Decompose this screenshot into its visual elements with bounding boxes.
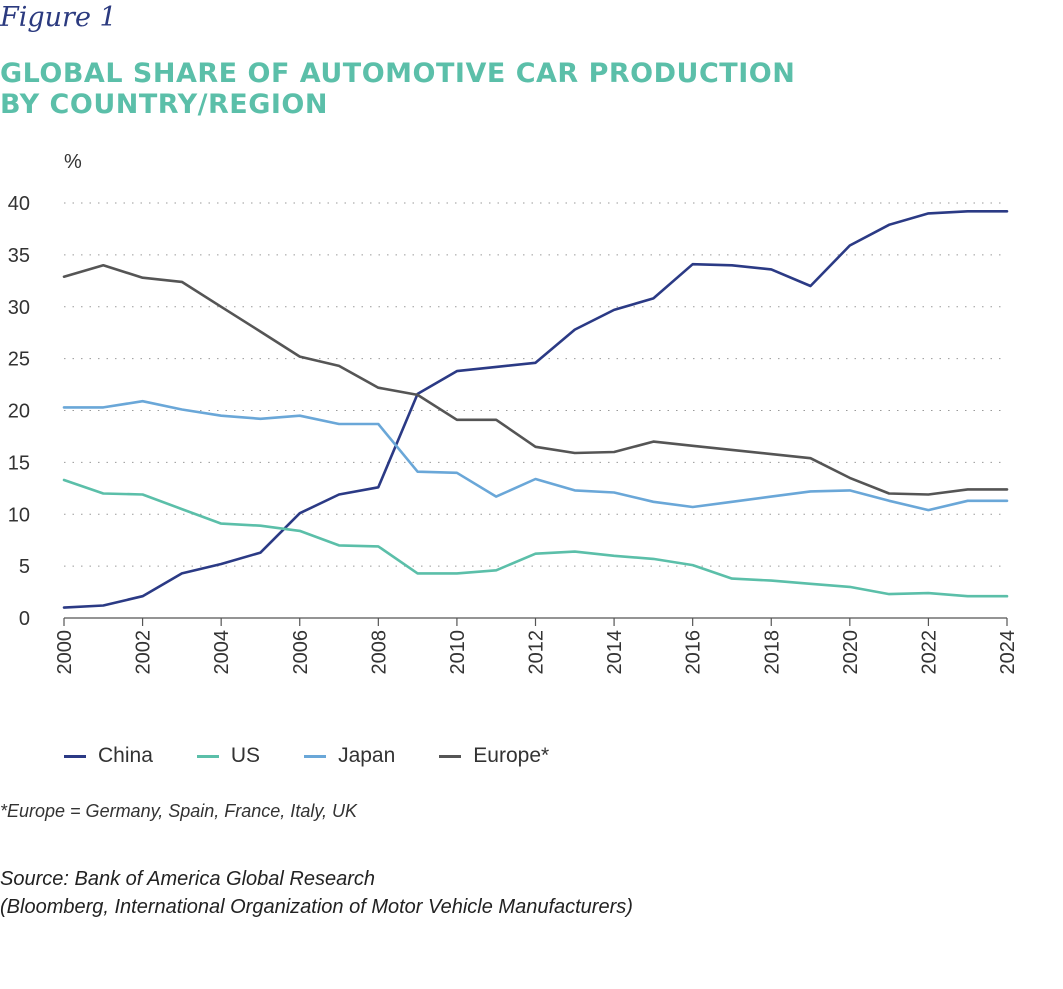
source-line-1: Source: Bank of America Global Research — [0, 868, 375, 890]
axis-layer: 0 5 10 15 20 25 30 35 40 2000 2002 2004 2006 2008 2010… — [8, 193, 1019, 675]
x-tick-label: 2004 — [211, 630, 233, 675]
legend-label-china: China — [98, 744, 153, 767]
chart-title-line-2: BY COUNTRY/REGION — [0, 89, 328, 120]
x-tick-label: 2000 — [54, 630, 76, 675]
y-tick-label: 25 — [8, 349, 30, 371]
x-tick-label: 2016 — [683, 630, 705, 675]
legend-item-us: US — [196, 744, 261, 768]
series-layer — [62, 210, 1009, 609]
y-axis-unit-label: % — [64, 151, 82, 173]
legend-swatch-japan — [304, 754, 327, 758]
x-tick-label: 2012 — [526, 630, 548, 675]
y-tick-label: 35 — [8, 245, 30, 267]
grid-layer — [64, 202, 1007, 567]
line-chart: 0 5 10 15 20 25 30 35 40 2000 2002 2004 2006 2008 2010… — [8, 151, 1019, 675]
y-tick-label: 15 — [8, 452, 30, 474]
legend-item-japan: Japan — [304, 744, 395, 768]
x-tick-label: 2002 — [133, 630, 155, 675]
x-tick-label: 2024 — [997, 630, 1019, 675]
chart-title-line-1: GLOBAL SHARE OF AUTOMOTIVE CAR PRODUCTIO… — [0, 58, 796, 89]
legend-label-japan: Japan — [338, 744, 396, 767]
figure-label: Figure 1 — [0, 2, 117, 33]
x-tick-label: 2022 — [918, 630, 940, 675]
legend-label-us: US — [230, 744, 261, 767]
legend-item-china: China — [64, 744, 153, 768]
series-line-japan — [62, 399, 1009, 512]
x-tick-label: 2006 — [290, 630, 312, 675]
y-tick-label: 0 — [19, 608, 30, 630]
series-line-us — [62, 478, 1009, 598]
legend-item-europe: Europe* — [439, 744, 549, 768]
chart-legend: China US Japan Europe* — [64, 741, 593, 771]
y-tick-label: 40 — [8, 193, 30, 215]
x-tick-label: 2014 — [604, 630, 626, 675]
footnote: *Europe = Germany, Spain, France, Italy,… — [0, 801, 357, 821]
x-tick-label: 2008 — [368, 630, 390, 675]
legend-swatch-us — [196, 754, 219, 758]
y-tick-label: 5 — [19, 556, 30, 578]
legend-swatch-europe — [439, 754, 462, 758]
series-line-europe — [62, 263, 1009, 496]
chart-title: GLOBAL SHARE OF AUTOMOTIVE CAR PRODUCTIO… — [0, 58, 900, 120]
series-line-china — [62, 210, 1009, 609]
x-tick-label: 2018 — [761, 630, 783, 675]
y-tick-label: 20 — [8, 401, 30, 423]
source-note: Source: Bank of America Global Research … — [0, 865, 633, 921]
legend-label-europe: Europe* — [473, 744, 550, 767]
y-tick-label: 30 — [8, 297, 30, 319]
x-tick-label: 2020 — [840, 630, 862, 675]
source-line-2: (Bloomberg, International Organization o… — [0, 896, 633, 918]
y-tick-label: 10 — [8, 504, 30, 526]
legend-swatch-china — [64, 754, 86, 758]
x-tick-label: 2010 — [447, 630, 469, 675]
